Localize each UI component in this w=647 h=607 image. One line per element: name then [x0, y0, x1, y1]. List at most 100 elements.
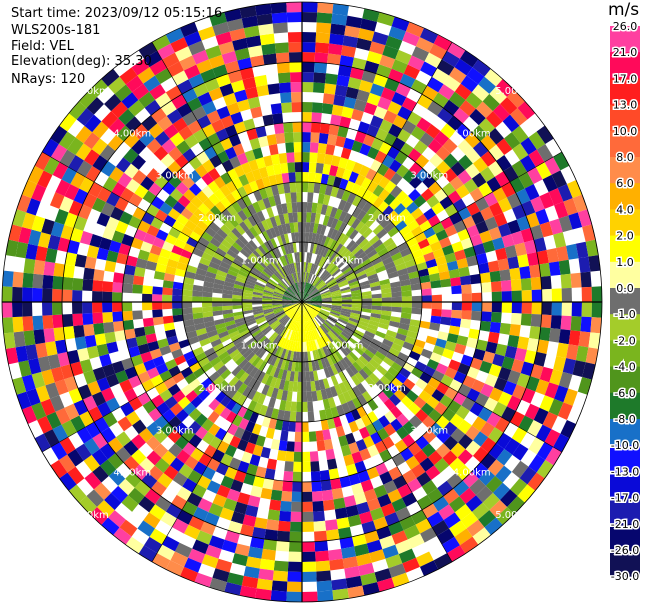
range-gate — [257, 245, 267, 256]
range-gate — [31, 215, 46, 233]
range-gate — [212, 64, 228, 78]
range-gate — [484, 373, 499, 388]
range-gate — [414, 361, 427, 372]
range-gate — [273, 289, 284, 295]
range-gate — [516, 215, 531, 231]
range-gate — [176, 140, 191, 155]
range-gate — [229, 435, 241, 449]
range-gate — [282, 298, 293, 301]
range-gate — [224, 277, 236, 284]
range-gate — [406, 390, 419, 403]
range-gate — [292, 381, 298, 392]
range-gate — [27, 165, 44, 185]
range-gate — [471, 84, 490, 102]
range-gate — [283, 277, 291, 287]
range-gate — [37, 232, 51, 248]
range-gate — [295, 421, 302, 432]
range-gate — [269, 216, 278, 228]
range-gate — [282, 304, 293, 308]
range-gate — [382, 45, 399, 60]
range-gate — [361, 308, 372, 313]
range-gate — [294, 232, 299, 243]
range-gate — [324, 519, 338, 531]
range-gate — [262, 197, 272, 209]
range-gate — [183, 402, 196, 416]
range-gate — [174, 268, 187, 278]
range-gate — [311, 263, 317, 274]
range-gate — [33, 329, 46, 345]
range-gate — [247, 377, 257, 389]
range-gate — [323, 367, 331, 379]
range-gate — [341, 306, 352, 310]
range-gate — [288, 421, 296, 432]
range-gate — [420, 402, 435, 416]
range-gate — [360, 18, 378, 32]
range-gate — [351, 482, 364, 496]
range-gate — [52, 302, 63, 316]
range-gate — [371, 354, 383, 365]
range-gate — [391, 572, 410, 588]
range-gate — [175, 181, 189, 195]
range-gate — [263, 311, 274, 317]
range-gate — [308, 287, 317, 295]
range-gate — [58, 131, 76, 150]
range-gate — [366, 124, 380, 138]
range-gate — [206, 352, 219, 362]
range-gate — [291, 102, 302, 113]
range-gate — [408, 242, 421, 254]
range-gate — [25, 344, 38, 361]
range-gate — [289, 72, 302, 83]
range-gate — [255, 3, 272, 16]
range-gate — [346, 354, 356, 365]
range-gate — [390, 281, 401, 288]
range-gate — [363, 488, 378, 502]
range-gate — [160, 153, 175, 168]
range-gate — [358, 28, 375, 42]
range-gate — [286, 390, 293, 402]
range-gate — [258, 322, 269, 330]
range-gate — [198, 357, 210, 368]
range-gate — [131, 154, 146, 170]
range-gate — [232, 311, 244, 317]
range-gate — [197, 114, 212, 129]
range-gate — [324, 320, 334, 329]
range-gate — [346, 400, 357, 412]
range-gate — [43, 261, 56, 276]
range-gate — [370, 312, 382, 319]
range-gate — [383, 167, 397, 181]
range-gate — [539, 221, 554, 238]
range-gate — [215, 200, 227, 213]
range-gate — [245, 277, 257, 285]
range-gate — [317, 267, 324, 277]
range-gate — [448, 91, 466, 108]
range-gate — [269, 250, 277, 261]
range-gate — [314, 233, 321, 245]
range-gate — [202, 302, 213, 308]
range-gate — [269, 499, 282, 511]
range-gate — [145, 260, 158, 271]
range-gate — [262, 295, 273, 299]
range-gate — [227, 70, 243, 84]
range-gate — [234, 501, 248, 515]
range-gate — [411, 307, 422, 315]
range-gate — [262, 291, 274, 296]
range-gate — [150, 107, 167, 124]
range-gate — [288, 551, 302, 562]
range-gate — [280, 92, 292, 104]
range-gate — [485, 111, 503, 129]
range-gate — [298, 242, 302, 253]
range-gate — [172, 220, 185, 232]
range-gate — [364, 216, 376, 228]
range-gate — [435, 229, 449, 241]
range-gate — [282, 481, 293, 492]
range-gate — [205, 210, 218, 222]
range-gate — [330, 328, 340, 338]
range-gate — [316, 223, 323, 235]
range-gate — [255, 316, 266, 323]
range-gate — [239, 371, 250, 383]
range-gate — [266, 251, 275, 262]
range-gate — [297, 381, 302, 392]
range-gate — [483, 192, 499, 207]
range-gate — [387, 489, 402, 503]
range-gate — [232, 414, 243, 427]
